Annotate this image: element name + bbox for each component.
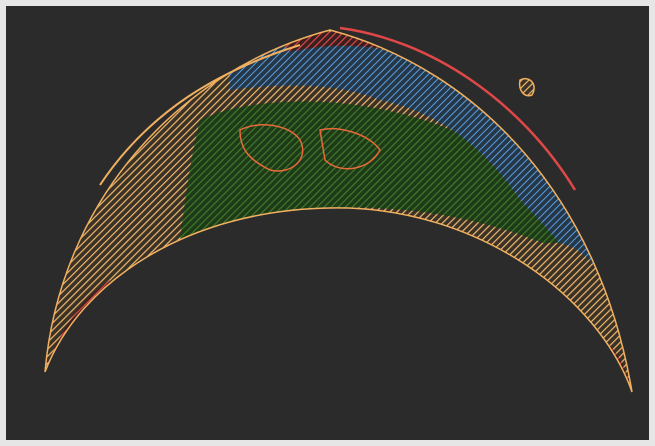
crescent-outline <box>44 29 633 393</box>
region-orange-right <box>540 242 611 341</box>
outer-arc-orange <box>99 44 301 186</box>
island <box>518 78 535 97</box>
region-red-top <box>280 31 460 70</box>
contour-lines <box>239 124 381 172</box>
outer-arc-red <box>339 26 577 191</box>
